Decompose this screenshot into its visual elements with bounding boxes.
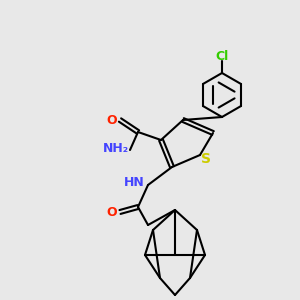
Text: O: O	[107, 206, 117, 218]
Text: O: O	[107, 113, 117, 127]
Text: Cl: Cl	[215, 50, 229, 64]
Text: HN: HN	[124, 176, 144, 190]
Text: NH₂: NH₂	[103, 142, 129, 154]
Text: S: S	[201, 152, 211, 166]
